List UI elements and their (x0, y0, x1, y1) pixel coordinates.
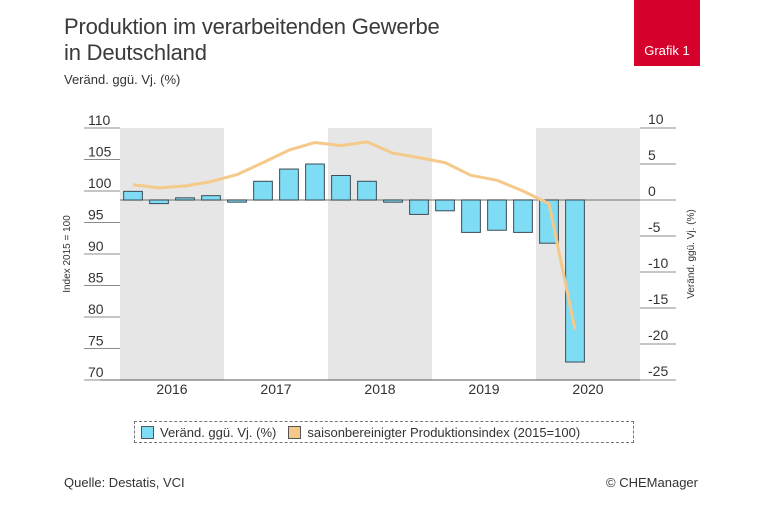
bar-change-2019-Q1 (435, 199, 455, 212)
left-axis-title: Index 2015 = 100 (62, 215, 73, 293)
bar-change-2020-Q2 (565, 199, 585, 363)
bar-change-2016-Q4 (201, 195, 221, 201)
left-tick-label: 110 (88, 112, 111, 128)
title-line-1: Produktion im verarbeitenden Gewerbe (64, 14, 440, 39)
left-tick-label: 90 (88, 238, 104, 254)
right-tick-label: 0 (648, 183, 656, 199)
source-note: Quelle: Destatis, VCI (64, 475, 185, 490)
left-tick-label: 95 (88, 207, 104, 223)
right-tick-label: 10 (648, 111, 664, 127)
left-tick-label: 85 (88, 270, 104, 286)
bar-change-2018-Q3 (383, 199, 403, 203)
year-band-2018 (328, 128, 432, 380)
bar-change-2016-Q1 (123, 190, 143, 201)
legend-label-line: saisonbereinigter Produktionsindex (2015… (307, 424, 581, 440)
left-tick-label: 105 (88, 144, 112, 160)
bar-change-2016-Q2 (149, 199, 169, 205)
bar-change-2017-Q1 (227, 199, 247, 203)
year-band-2020 (536, 128, 640, 380)
legend-swatch-bars (141, 425, 154, 439)
legend-label-bars: Veränd. ggü. Vj. (%) (160, 424, 277, 440)
chart-legend: Veränd. ggü. Vj. (%) saisonbereinigter P… (134, 421, 634, 443)
bar-change-2019-Q3 (487, 199, 507, 231)
year-band-2016 (120, 128, 224, 380)
bar-change-2016-Q3 (175, 197, 195, 201)
chart-subtitle: Veränd. ggü. Vj. (%) (64, 72, 181, 87)
left-tick-label: 80 (88, 301, 104, 317)
left-tick-label: 100 (88, 175, 112, 191)
legend-item-bars: Veränd. ggü. Vj. (%) (141, 425, 276, 440)
chart-canvas: 1101051009590858075701050-5-10-15-20-25I… (62, 111, 697, 397)
bar-change-2017-Q4 (305, 163, 325, 201)
right-tick-label: 5 (648, 147, 656, 163)
bar-change-2019-Q4 (513, 199, 533, 233)
bar-change-2017-Q3 (279, 168, 299, 201)
figure-badge: Grafik 1 (634, 0, 700, 66)
copyright-note: © CHEManager (606, 475, 698, 490)
right-axis-title: Veränd. ggü. Vj. (%) (686, 209, 697, 299)
x-year-label: 2019 (468, 381, 499, 397)
index-line (132, 140, 577, 330)
x-year-label: 2020 (572, 381, 603, 397)
legend-item-line: saisonbereinigter Produktionsindex (2015… (288, 425, 580, 440)
chart-title: Produktion im verarbeitenden Gewerbe in … (64, 14, 440, 66)
right-tick-label: -5 (648, 219, 661, 235)
x-year-label: 2016 (156, 381, 187, 397)
legend-swatch-line (288, 425, 302, 439)
right-tick-label: -15 (648, 291, 668, 307)
left-tick-label: 70 (88, 364, 104, 380)
x-year-label: 2018 (364, 381, 395, 397)
right-tick-label: -20 (648, 327, 668, 343)
bar-change-2018-Q2 (357, 180, 377, 201)
x-year-label: 2017 (260, 381, 291, 397)
right-tick-label: -10 (648, 255, 668, 271)
left-tick-label: 75 (88, 333, 104, 349)
bar-change-2018-Q1 (331, 175, 351, 201)
bar-change-2018-Q4 (409, 199, 429, 215)
bar-change-2019-Q2 (461, 199, 481, 233)
title-line-2: in Deutschland (64, 40, 207, 65)
right-tick-label: -25 (648, 363, 668, 379)
bar-change-2017-Q2 (253, 180, 273, 201)
